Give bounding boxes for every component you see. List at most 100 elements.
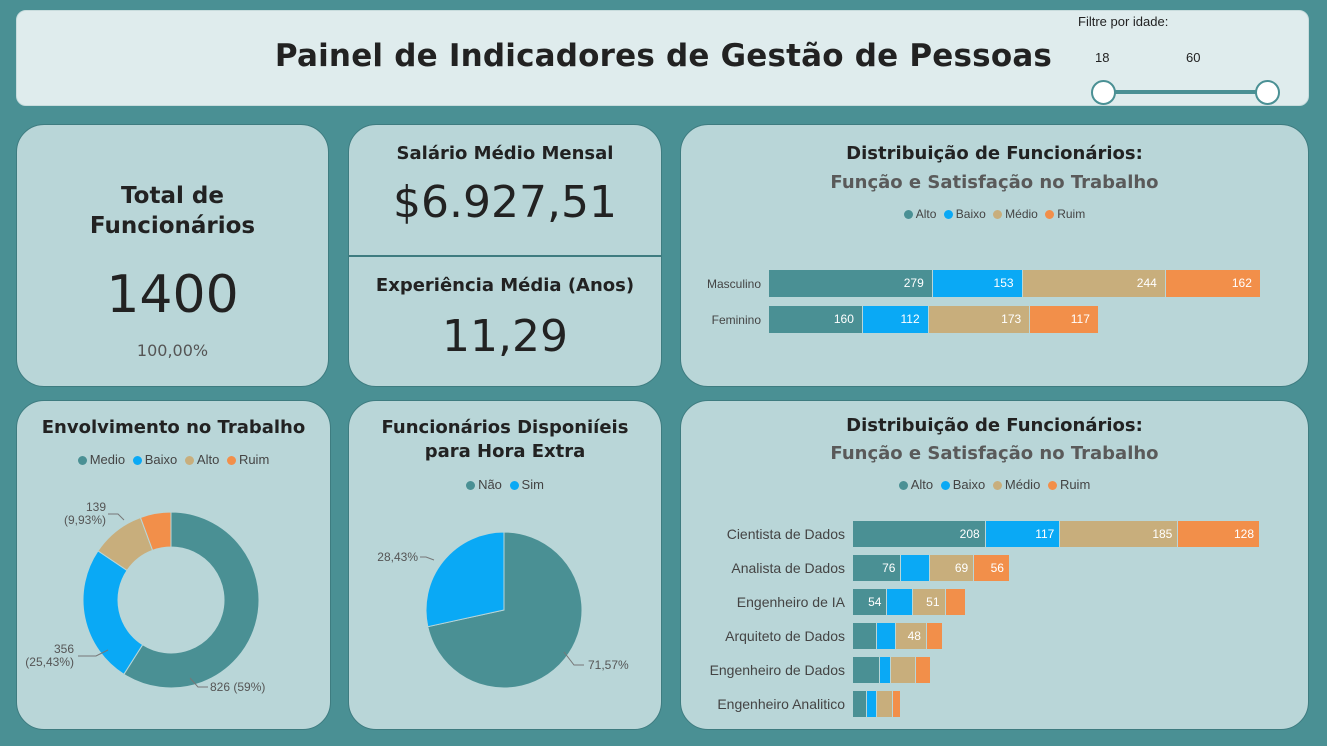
engagement-title: Envolvimento no Trabalho bbox=[41, 417, 306, 438]
bar-segment-alto[interactable]: 76 bbox=[853, 555, 901, 581]
legend-medio-dot bbox=[77, 456, 87, 465]
legend-baixo-dot bbox=[940, 481, 950, 490]
salary-experience-card: Salário Médio Mensal $6.927,51 Experiênc… bbox=[348, 124, 662, 387]
bar-segment-alto[interactable] bbox=[853, 657, 879, 683]
legend-ruim[interactable]: Ruim bbox=[226, 452, 269, 467]
bar-segment-ruim[interactable] bbox=[927, 623, 942, 649]
legend-nao-dot bbox=[466, 481, 476, 490]
donut-slice-medio[interactable] bbox=[123, 511, 260, 689]
role-chart-legend: Alto Baixo Médio Ruim bbox=[681, 477, 1308, 492]
legend-nao[interactable]: Não bbox=[466, 477, 502, 492]
legend-ruim-dot bbox=[1045, 210, 1055, 219]
pie-slice-sim[interactable] bbox=[425, 531, 505, 628]
card-divider bbox=[349, 255, 661, 257]
legend-medio[interactable]: Médio bbox=[992, 477, 1040, 492]
donut-slice-ruim[interactable] bbox=[139, 511, 172, 551]
legend-baixo-dot bbox=[132, 456, 142, 465]
donut-label-baixo: 356 bbox=[54, 642, 74, 656]
age-slider-track[interactable] bbox=[1103, 90, 1268, 94]
legend-medio[interactable]: Médio bbox=[993, 207, 1038, 221]
bar-category-label: Analista de Dados bbox=[731, 560, 845, 576]
legend-ruim[interactable]: Ruim bbox=[1045, 207, 1085, 221]
gender-chart-title: Distribuição de Funcionários: bbox=[846, 143, 1143, 164]
legend-alto[interactable]: Alto bbox=[184, 452, 219, 467]
role-distribution-card: Distribuição de Funcionários: Função e S… bbox=[680, 400, 1309, 730]
legend-baixo[interactable]: Baixo bbox=[132, 452, 177, 467]
legend-sim-dot bbox=[509, 481, 519, 490]
bar-segment-baixo[interactable] bbox=[877, 623, 896, 649]
pie-label-nao: 71,57% bbox=[588, 658, 629, 672]
bar-segment-medio[interactable]: 69 bbox=[930, 555, 974, 581]
bar-category-label: Cientista de Dados bbox=[726, 526, 845, 542]
engagement-donut-chart: 826 (59%) 356(25,43%) 139(9,93%) bbox=[25, 500, 265, 694]
total-employees-card: Total de Funcionários 1400 100,00% bbox=[16, 124, 329, 387]
bar-segment-medio[interactable] bbox=[890, 657, 915, 683]
legend-sim[interactable]: Sim bbox=[509, 477, 544, 492]
bar-segment-baixo[interactable]: 117 bbox=[985, 521, 1060, 547]
gender-distribution-card: Distribuição de Funcionários: Função e S… bbox=[680, 124, 1309, 387]
legend-baixo[interactable]: Baixo bbox=[940, 477, 985, 492]
engagement-legend: Medio Baixo Alto Ruim bbox=[17, 452, 330, 467]
bar-segment-medio[interactable]: 173 bbox=[928, 306, 1030, 333]
total-title-line2: Funcionários bbox=[89, 213, 256, 239]
bar-segment-ruim[interactable]: 162 bbox=[1165, 270, 1260, 297]
age-slider-max-handle[interactable] bbox=[1255, 80, 1280, 105]
donut-label-alto: 139 bbox=[86, 500, 106, 514]
bar-segment-ruim[interactable]: 56 bbox=[974, 555, 1009, 581]
legend-baixo-dot bbox=[943, 210, 953, 219]
bar-segment-ruim[interactable] bbox=[945, 589, 965, 615]
bar-segment-baixo[interactable] bbox=[887, 589, 912, 615]
bar-segment-medio[interactable]: 51 bbox=[912, 589, 945, 615]
donut-label-alto-percent: (9,93%) bbox=[64, 513, 106, 527]
bar-segment-ruim[interactable]: 117 bbox=[1030, 306, 1098, 333]
bar-category-label: Engenheiro Analitico bbox=[717, 696, 845, 712]
bar-segment-alto[interactable]: 208 bbox=[853, 521, 985, 547]
overtime-pie-chart: 71,57% 28,43% bbox=[377, 531, 629, 689]
legend-alto[interactable]: Alto bbox=[903, 207, 936, 221]
bar-segment-baixo[interactable] bbox=[879, 657, 890, 683]
gender-chart-subtitle: Função e Satisfação no Trabalho bbox=[830, 172, 1159, 193]
age-min-value: 18 bbox=[1095, 50, 1110, 65]
overtime-legend: Não Sim bbox=[349, 477, 661, 492]
leader-line-alto bbox=[108, 513, 125, 521]
page-title: Painel de Indicadores de Gestão de Pesso… bbox=[274, 38, 1053, 74]
bar-segment-ruim[interactable]: 128 bbox=[1178, 521, 1260, 547]
legend-ruim[interactable]: Ruim bbox=[1047, 477, 1090, 492]
experience-title: Experiência Média (Anos) bbox=[375, 275, 635, 296]
bar-segment-alto[interactable]: 279 bbox=[769, 270, 932, 297]
bar-segment-baixo[interactable] bbox=[867, 691, 876, 717]
bar-segment-baixo[interactable]: 153 bbox=[932, 270, 1022, 297]
bar-segment-medio[interactable]: 185 bbox=[1060, 521, 1178, 547]
role-chart-subtitle: Função e Satisfação no Trabalho bbox=[830, 443, 1159, 464]
bar-segment-medio[interactable]: 48 bbox=[896, 623, 926, 649]
legend-baixo[interactable]: Baixo bbox=[943, 207, 986, 221]
bar-segment-alto[interactable]: 54 bbox=[853, 589, 887, 615]
bar-category-label: Masculino bbox=[706, 277, 761, 291]
bar-category-label: Engenheiro de Dados bbox=[709, 662, 845, 678]
overtime-title-line2: para Hora Extra bbox=[424, 441, 586, 462]
bar-segment-ruim[interactable] bbox=[915, 657, 931, 683]
legend-medio-dot bbox=[993, 210, 1003, 219]
overtime-title-line1: Funcionários Disponiíeis bbox=[381, 417, 629, 438]
experience-value: 11,29 bbox=[442, 311, 568, 362]
bar-segment-medio[interactable]: 244 bbox=[1022, 270, 1165, 297]
legend-medio[interactable]: Medio bbox=[77, 452, 125, 467]
age-slider-min-handle[interactable] bbox=[1091, 80, 1116, 105]
bar-segment-alto[interactable] bbox=[853, 691, 867, 717]
age-max-value: 60 bbox=[1186, 50, 1201, 65]
bar-segment-ruim[interactable] bbox=[892, 691, 901, 717]
legend-alto-dot bbox=[184, 456, 194, 465]
bar-segment-alto[interactable] bbox=[853, 623, 877, 649]
role-chart-title: Distribuição de Funcionários: bbox=[846, 415, 1143, 436]
pie-slice-nao[interactable] bbox=[427, 531, 583, 689]
bar-segment-baixo[interactable] bbox=[901, 555, 930, 581]
bar-segment-medio[interactable] bbox=[876, 691, 892, 717]
legend-alto[interactable]: Alto bbox=[898, 477, 933, 492]
salary-title: Salário Médio Mensal bbox=[396, 143, 614, 164]
bar-segment-baixo[interactable]: 112 bbox=[862, 306, 928, 333]
legend-alto-dot bbox=[898, 481, 908, 490]
bar-category-label: Feminino bbox=[711, 313, 761, 327]
leader-line-medio bbox=[189, 677, 208, 688]
bar-segment-alto[interactable]: 160 bbox=[769, 306, 862, 333]
bar-category-label: Arquiteto de Dados bbox=[725, 628, 845, 644]
